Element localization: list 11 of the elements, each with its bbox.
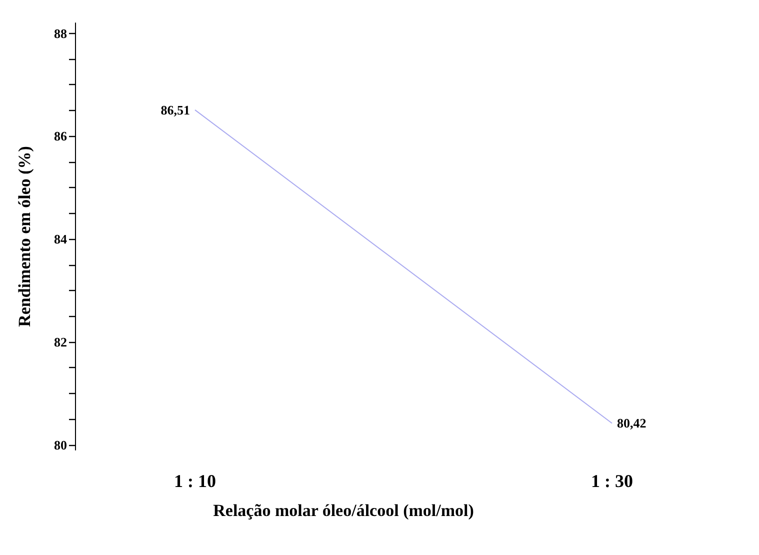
x-tick-label: 1 : 10 [174,471,216,491]
x-axis-title: Relação molar óleo/álcool (mol/mol) [213,501,474,520]
data-label: 86,51 [160,102,190,118]
data-label: 80,42 [617,416,646,431]
y-tick-label: 80 [54,437,67,452]
y-axis-title: Rendimento em óleo (%) [15,146,34,327]
y-tick-label: 86 [54,128,68,144]
y-tick-label: 82 [54,334,67,350]
y-tick-label: 88 [54,26,68,41]
x-tick-label: 1 : 30 [591,471,633,491]
y-tick-label: 84 [54,232,68,247]
